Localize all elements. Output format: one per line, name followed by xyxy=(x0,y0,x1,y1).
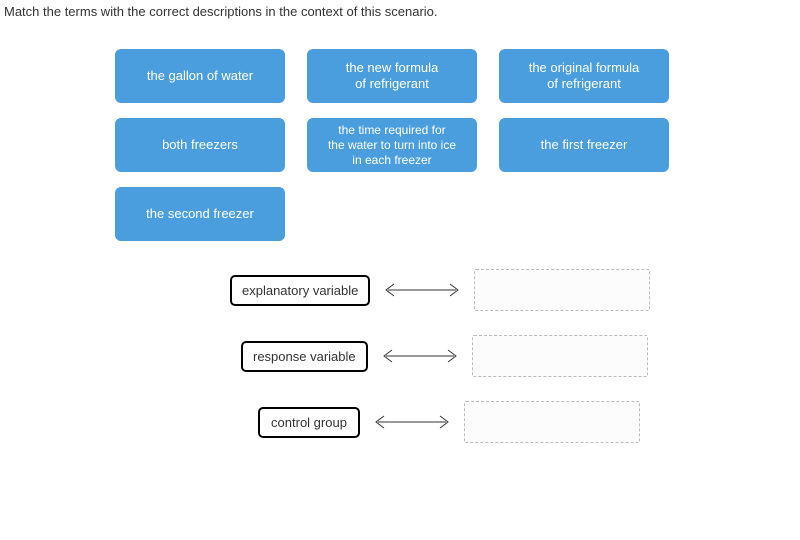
choice-row: both freezers the time required forthe w… xyxy=(115,118,695,172)
choice-card[interactable]: the original formulaof refrigerant xyxy=(499,49,669,103)
term-label: explanatory variable xyxy=(230,275,370,306)
drop-zone[interactable] xyxy=(474,269,650,311)
choice-row: the second freezer xyxy=(115,187,695,241)
match-row: response variable xyxy=(230,335,690,377)
match-row: explanatory variable xyxy=(230,269,690,311)
double-arrow-icon xyxy=(380,348,460,364)
term-label: response variable xyxy=(241,341,368,372)
choice-row: the gallon of water the new formulaof re… xyxy=(115,49,695,103)
choice-card[interactable]: both freezers xyxy=(115,118,285,172)
double-arrow-icon xyxy=(382,282,462,298)
double-arrow-icon xyxy=(372,414,452,430)
drop-zone[interactable] xyxy=(472,335,648,377)
choice-card[interactable]: the time required forthe water to turn i… xyxy=(307,118,477,172)
term-label: control group xyxy=(258,407,360,438)
match-row: control group xyxy=(230,401,690,443)
choices-area: the gallon of water the new formulaof re… xyxy=(115,49,695,241)
choice-card[interactable]: the second freezer xyxy=(115,187,285,241)
choice-card[interactable]: the gallon of water xyxy=(115,49,285,103)
choice-card[interactable]: the new formulaof refrigerant xyxy=(307,49,477,103)
drop-zone[interactable] xyxy=(464,401,640,443)
match-area: explanatory variable response variable c… xyxy=(230,269,690,443)
instruction-text: Match the terms with the correct descrip… xyxy=(0,0,800,19)
choice-card[interactable]: the first freezer xyxy=(499,118,669,172)
